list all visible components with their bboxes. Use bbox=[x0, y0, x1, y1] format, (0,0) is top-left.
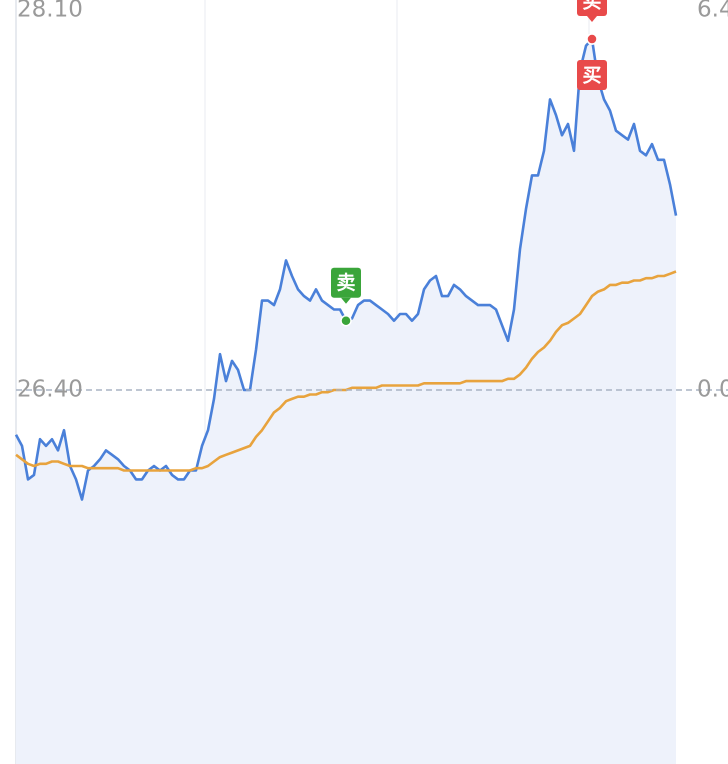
signal-box bbox=[577, 0, 607, 17]
signal-label: 买 bbox=[582, 0, 601, 13]
y-tick-label: 28.10 bbox=[17, 0, 83, 23]
signal-pointer bbox=[587, 16, 597, 23]
signal-box bbox=[331, 267, 361, 298]
signal-dot bbox=[340, 314, 352, 327]
y-tick-label: 26.40 bbox=[17, 377, 83, 403]
signal-dot bbox=[586, 33, 598, 45]
signal-box bbox=[577, 60, 607, 91]
y2-tick-label: 0.0 bbox=[697, 377, 728, 403]
signal-label: 买 bbox=[582, 65, 601, 87]
signal-pointer bbox=[341, 297, 351, 304]
y2-tick-label: 6.4 bbox=[697, 0, 728, 23]
price-area bbox=[16, 39, 676, 764]
signal-label: 卖 bbox=[336, 272, 355, 294]
